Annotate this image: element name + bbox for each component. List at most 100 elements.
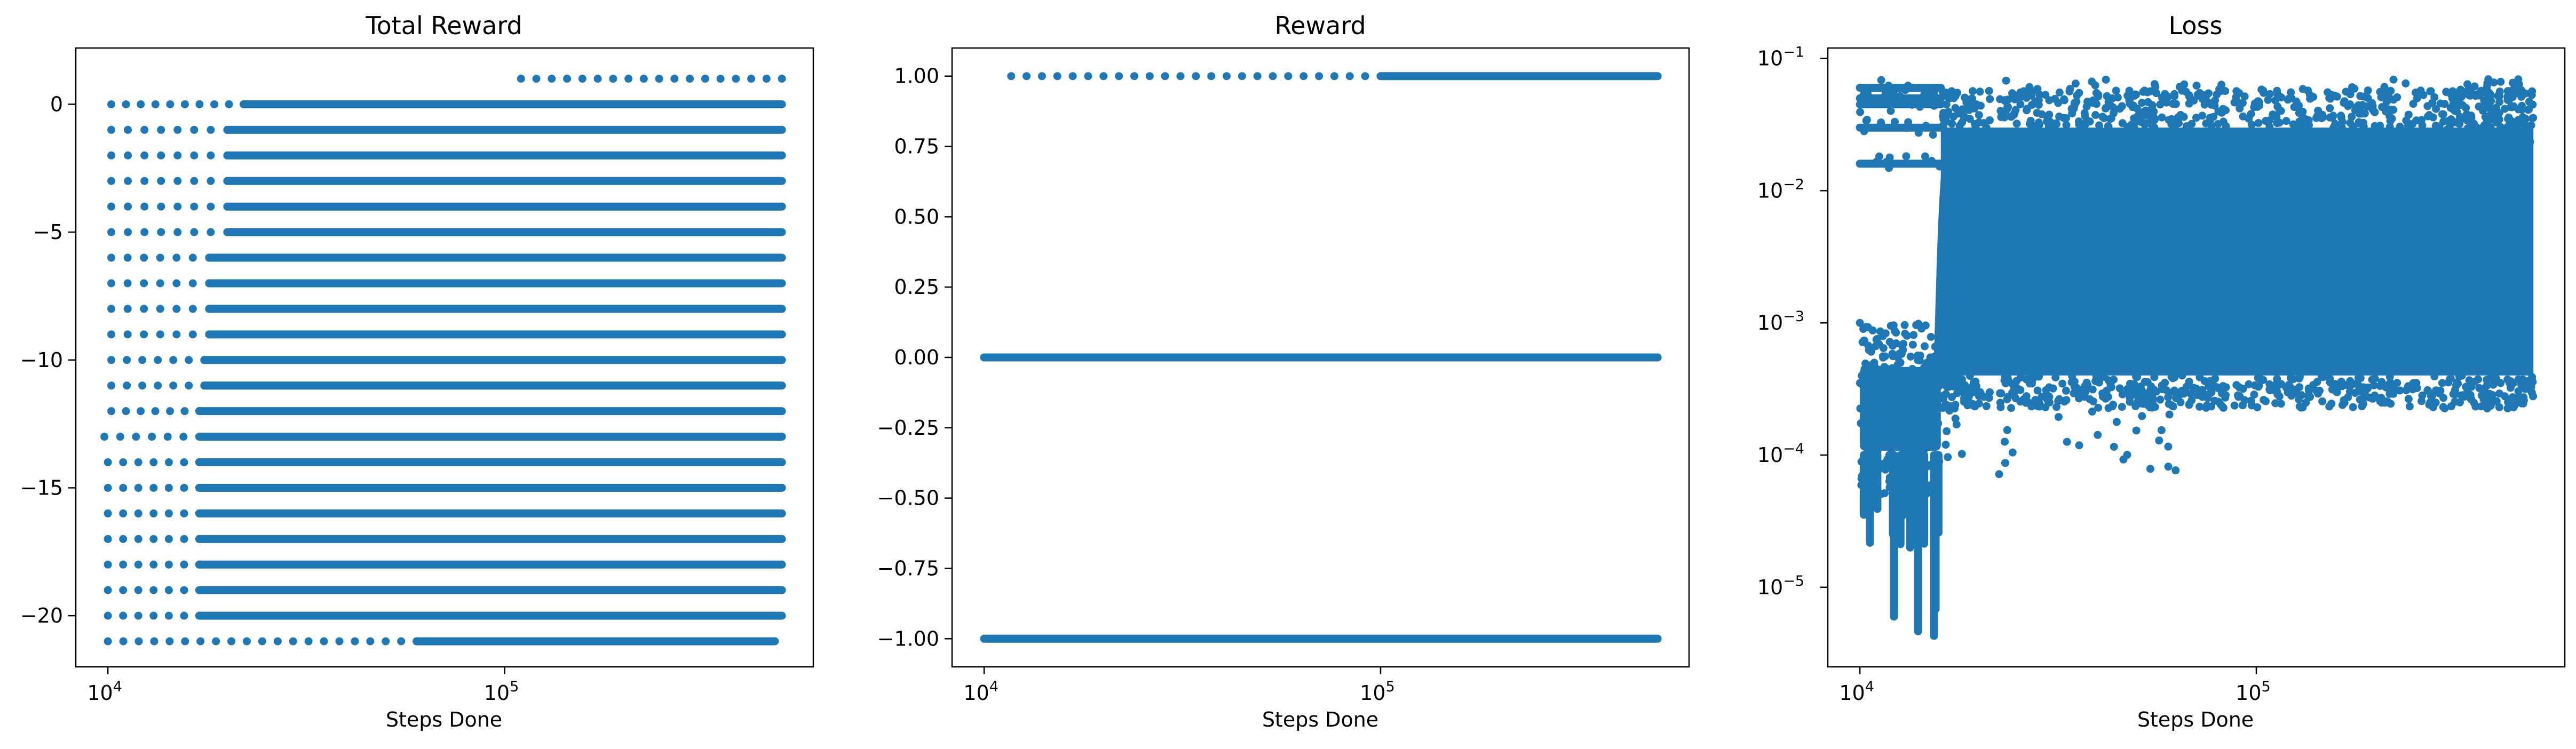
loss-point (2404, 395, 2413, 403)
loss-point (1909, 331, 1918, 339)
total-reward-point (195, 483, 203, 492)
total-reward-point (104, 509, 112, 517)
loss-point (2176, 398, 2185, 407)
loss-point (2305, 393, 2314, 401)
loss-point (2388, 114, 2396, 123)
loss-point (2493, 144, 2501, 153)
total-reward-point (149, 483, 158, 492)
loss-point (1985, 388, 1994, 396)
total-reward-point (156, 330, 164, 339)
loss-point (2219, 117, 2228, 126)
total-reward-point (104, 637, 112, 646)
loss-point (2504, 398, 2512, 407)
loss-point (1858, 338, 1867, 346)
total-reward-point (122, 100, 130, 108)
total-reward-point (134, 509, 142, 517)
loss-point (2457, 391, 2466, 400)
loss-point (1877, 76, 1885, 84)
loss-point (2495, 389, 2503, 398)
total-reward-point (164, 483, 173, 492)
loss-point (2170, 123, 2179, 132)
loss-point (2254, 97, 2262, 106)
loss-point (1926, 402, 1935, 410)
total-reward-panel: Total Reward 104 105 0 −5 −10 −15 −20 Steps D… (20, 11, 814, 731)
total-reward-point (151, 407, 160, 416)
loss-point (2178, 371, 2186, 380)
loss-point (2250, 391, 2258, 399)
loss-point (2027, 379, 2036, 388)
total-reward-point (205, 279, 213, 288)
loss-point (1875, 152, 1883, 161)
loss-point (1890, 93, 1899, 102)
total-reward-point (173, 228, 182, 236)
loss-point (2264, 95, 2272, 104)
reward-point (1238, 72, 1246, 81)
total-reward-point (180, 458, 188, 467)
total-reward-point (223, 228, 232, 236)
loss-point (1900, 386, 1908, 395)
loss-point (2239, 385, 2247, 393)
loss-point (2245, 380, 2253, 388)
loss-point (2161, 90, 2169, 98)
loss-point (2524, 146, 2532, 154)
loss-point (2350, 84, 2359, 93)
loss-point (2380, 83, 2389, 91)
total-reward-point (593, 75, 602, 83)
total-reward-point (149, 560, 158, 569)
loss-point (2486, 106, 2495, 114)
loss-point (2110, 442, 2118, 451)
total-reward-point (195, 509, 203, 517)
reward-point (1037, 72, 1046, 81)
loss-point (1962, 391, 1971, 400)
total-reward-point (240, 100, 248, 108)
loss-point (2439, 394, 2448, 402)
loss-point (2389, 383, 2398, 392)
reward-y-tick-label: 0.50 (894, 205, 939, 228)
total-reward-point (172, 330, 181, 339)
loss-point (2295, 101, 2303, 110)
loss-point (2016, 100, 2025, 108)
loss-point (1900, 321, 1909, 329)
total-reward-point (195, 433, 203, 441)
loss-point (2443, 125, 2451, 134)
loss-point (2210, 101, 2219, 110)
loss-point (2284, 388, 2292, 397)
loss-point (2187, 396, 2196, 404)
loss-y-tick-label: 10−3 (1757, 308, 1804, 334)
loss-point (2505, 87, 2514, 95)
loss-point (1917, 377, 1925, 386)
loss-point (2495, 115, 2503, 124)
total-reward-point (164, 611, 173, 620)
loss-point (1871, 398, 1880, 407)
loss-point (2130, 92, 2138, 100)
loss-point (1859, 325, 1868, 333)
loss-point (2455, 95, 2463, 104)
loss-point (2051, 373, 2060, 381)
loss-point (1965, 372, 1974, 380)
loss-point (2348, 113, 2356, 121)
loss-point (2054, 413, 2063, 421)
loss-point (1889, 352, 1897, 361)
loss-point (2382, 107, 2390, 116)
loss-point (1887, 444, 1896, 453)
loss-point (1942, 100, 1951, 109)
loss-point (2150, 373, 2159, 381)
loss-point (1884, 415, 1892, 424)
loss-point (1996, 389, 2004, 397)
loss-point (2186, 94, 2195, 103)
loss-point (2516, 131, 2524, 139)
loss-point (2141, 389, 2149, 398)
loss-point (2364, 86, 2372, 95)
loss-point (2065, 87, 2074, 95)
loss-point (2338, 401, 2347, 409)
loss-point (2156, 100, 2165, 109)
loss-point (2489, 380, 2498, 389)
loss-point (1864, 341, 1873, 350)
loss-point (2401, 79, 2410, 87)
reward-point (1284, 72, 1293, 81)
reward-point (1115, 72, 1123, 81)
loss-point (2185, 377, 2193, 386)
loss-point (1921, 321, 1930, 330)
loss-point (2152, 89, 2161, 98)
loss-point (2210, 396, 2219, 405)
